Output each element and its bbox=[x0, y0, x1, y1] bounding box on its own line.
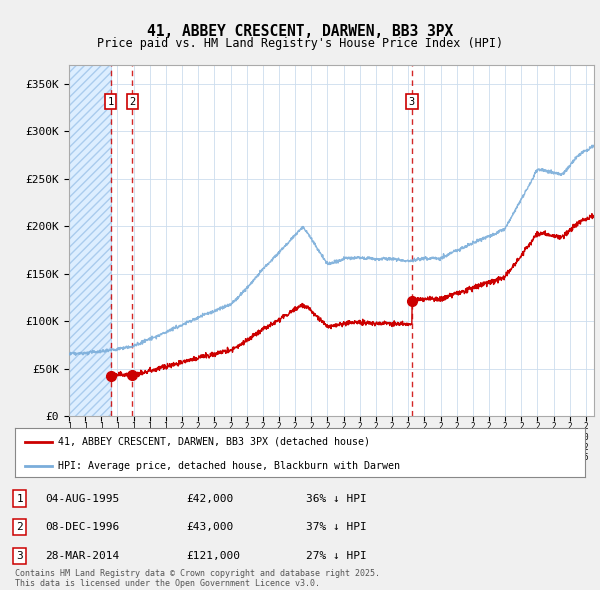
Text: 1: 1 bbox=[16, 494, 23, 503]
Text: 08-DEC-1996: 08-DEC-1996 bbox=[45, 522, 119, 532]
Text: 1: 1 bbox=[107, 97, 114, 107]
Text: 27% ↓ HPI: 27% ↓ HPI bbox=[306, 551, 367, 560]
Text: 04-AUG-1995: 04-AUG-1995 bbox=[45, 494, 119, 503]
Text: £121,000: £121,000 bbox=[186, 551, 240, 560]
Text: HPI: Average price, detached house, Blackburn with Darwen: HPI: Average price, detached house, Blac… bbox=[58, 461, 400, 471]
Bar bbox=[69, 65, 110, 416]
Text: £43,000: £43,000 bbox=[186, 522, 233, 532]
Text: Price paid vs. HM Land Registry's House Price Index (HPI): Price paid vs. HM Land Registry's House … bbox=[97, 37, 503, 50]
Text: 2: 2 bbox=[16, 522, 23, 532]
Text: Contains HM Land Registry data © Crown copyright and database right 2025.
This d: Contains HM Land Registry data © Crown c… bbox=[15, 569, 380, 588]
Text: 41, ABBEY CRESCENT, DARWEN, BB3 3PX: 41, ABBEY CRESCENT, DARWEN, BB3 3PX bbox=[147, 24, 453, 38]
Text: 2: 2 bbox=[129, 97, 136, 107]
Text: 3: 3 bbox=[409, 97, 415, 107]
Text: 41, ABBEY CRESCENT, DARWEN, BB3 3PX (detached house): 41, ABBEY CRESCENT, DARWEN, BB3 3PX (det… bbox=[58, 437, 370, 447]
Text: 36% ↓ HPI: 36% ↓ HPI bbox=[306, 494, 367, 503]
Text: £42,000: £42,000 bbox=[186, 494, 233, 503]
Text: 3: 3 bbox=[16, 551, 23, 560]
Text: 28-MAR-2014: 28-MAR-2014 bbox=[45, 551, 119, 560]
Text: 37% ↓ HPI: 37% ↓ HPI bbox=[306, 522, 367, 532]
